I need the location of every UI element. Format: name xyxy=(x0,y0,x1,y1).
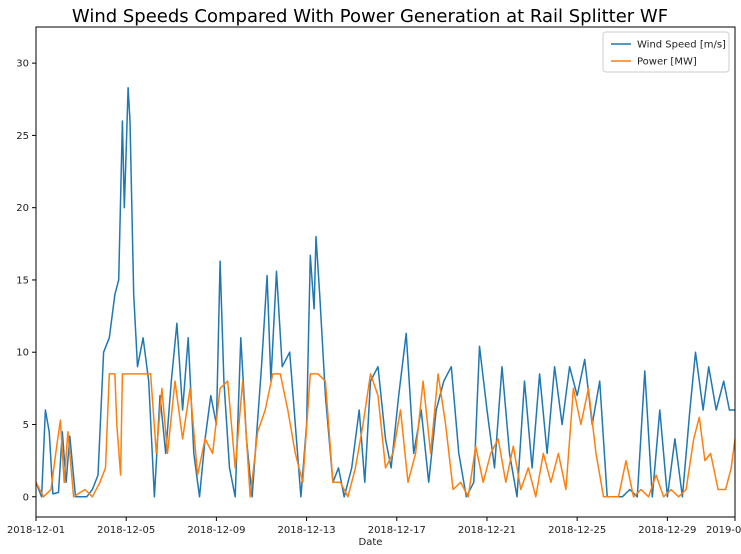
x-tick-label: 2018-12-21 xyxy=(458,525,516,536)
plot-area xyxy=(36,86,735,498)
y-tick-label: 20 xyxy=(16,203,29,214)
legend-label-wind-speed: Wind Speed [m/s] xyxy=(637,40,726,51)
series-line-wind-speed xyxy=(36,86,735,498)
x-tick-label: 2019-01-01 xyxy=(706,525,741,536)
x-tick-label: 2018-12-29 xyxy=(638,525,696,536)
series-line-power xyxy=(36,373,735,498)
chart-title: Wind Speeds Compared With Power Generati… xyxy=(72,6,668,27)
x-tick-label: 2018-12-09 xyxy=(187,525,245,536)
legend-label-power: Power [MW] xyxy=(637,57,697,68)
legend-box xyxy=(602,31,730,73)
y-tick-label: 25 xyxy=(16,131,29,142)
x-tick-label: 2018-12-17 xyxy=(368,525,426,536)
x-tick-label: 2018-12-25 xyxy=(548,525,606,536)
y-tick-label: 5 xyxy=(23,420,29,431)
y-tick-label: 10 xyxy=(16,348,29,359)
x-tick-label: 2018-12-01 xyxy=(7,525,65,536)
plot-frame xyxy=(35,26,736,518)
axes: 0 5 10 15 20 25 30 2018-12-01 2018-12-05 2018-12-… xyxy=(7,59,741,536)
y-tick-label: 15 xyxy=(16,275,29,286)
legend: Wind Speed [m/s] Power [MW] xyxy=(602,31,730,73)
y-tick-label: 0 xyxy=(23,492,29,503)
y-tick-label: 30 xyxy=(16,59,29,70)
x-axis-label: Date xyxy=(359,537,383,548)
x-tick-label: 2018-12-05 xyxy=(97,525,155,536)
x-tick-label: 2018-12-13 xyxy=(278,525,336,536)
